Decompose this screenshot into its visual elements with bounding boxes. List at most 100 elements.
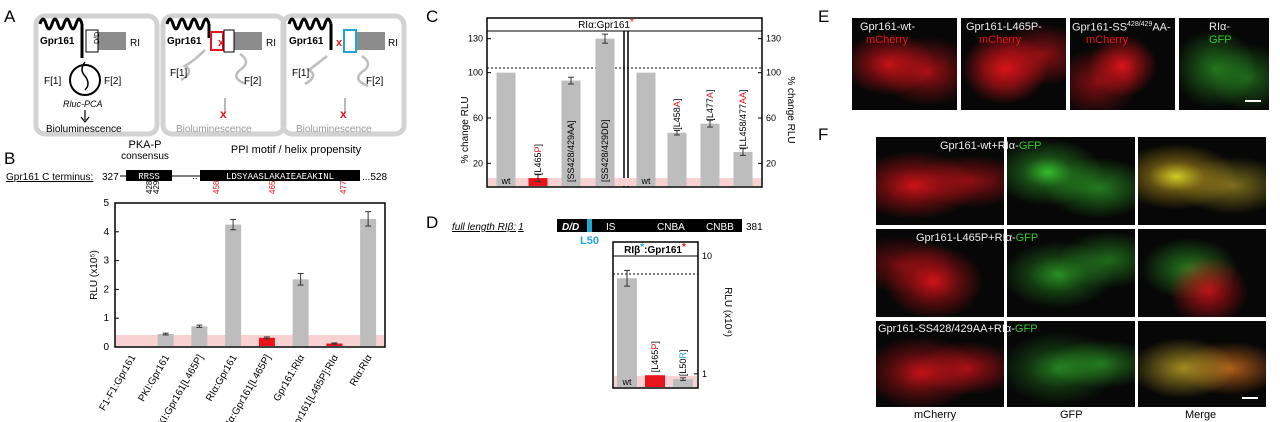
cterminus-start: 327	[102, 172, 119, 183]
chart-d-title: RIβ*:Gpr161*	[624, 242, 686, 256]
micrograph-e-ss428aa: Gpr161-SS428/429AA- mCherry	[1070, 18, 1175, 110]
f1-fragment	[304, 55, 328, 86]
panel-a-cells	[33, 13, 407, 137]
ri-box	[232, 32, 262, 50]
panel-label-b: B	[4, 149, 15, 168]
chart-b-ytick-label: 2	[103, 284, 109, 295]
chart-d-bar	[673, 379, 693, 387]
gfp-label: GFP	[1209, 34, 1232, 46]
chart-b-ytick-label: 3	[103, 256, 109, 267]
chart-b-bar	[225, 224, 242, 346]
chart-c-bar-label: [L465P]	[533, 144, 543, 175]
chart-b-yticks: 0 1 2 3 4 5	[103, 198, 119, 353]
chart-d-yticks: 1 10	[694, 251, 712, 379]
chart-b-xlabel: Gpr161:RIα	[272, 353, 308, 404]
micrograph-f-ss-gfp	[1007, 321, 1135, 407]
chart-c-ytick-label-right: 130	[766, 34, 781, 44]
panel-label-a: A	[4, 7, 16, 26]
gpr161-label: Gpr161	[167, 36, 202, 47]
ppi-seq: LDSYAASLAKAIEAEAKINL	[226, 172, 334, 182]
ppi-seq-box	[200, 170, 360, 181]
chart-b: RLU (x10⁵) 0 1 2 3 4 5 F1-F1:Gpr161PKI:Gpr161…	[89, 198, 386, 422]
chart-c-bar	[700, 123, 720, 186]
cell-box-3	[280, 13, 407, 137]
chart-c-bar	[528, 178, 548, 186]
chart-c-bar-label: wt	[641, 176, 651, 186]
row-label-wt: Gpr161-wt+RIα-GFP	[940, 140, 1042, 152]
panel-label-c: C	[426, 7, 438, 26]
chart-c-title: RIα:Gpr161*	[578, 17, 634, 31]
micrograph-f-ss-merge	[1138, 321, 1266, 407]
bioluminescence-label-3: Bioluminescence	[296, 124, 372, 135]
ribeta-domain-bar	[557, 219, 742, 232]
domain-cnbb: CNBB	[706, 222, 734, 233]
dd-box	[85, 29, 99, 53]
cross-mark: x	[218, 37, 225, 49]
chart-d-ylabel: RLU (x10⁴)	[722, 287, 733, 337]
chart-c-bar	[667, 132, 687, 186]
chart-c-bar-label: [SS428/429DD]	[600, 119, 610, 182]
f1-label: F[1]	[44, 76, 61, 87]
chart-b-xlabel: RIα:Gpr161	[204, 353, 240, 404]
chart-c-bar	[561, 80, 581, 186]
seq-dots: ..	[192, 171, 198, 182]
l50-marker	[587, 219, 592, 232]
ri-box	[357, 32, 385, 50]
pka-seq-box	[126, 170, 172, 181]
chart-c-bars: wt [L465P] [SS428/429AA] [SS428/429DD] wt [L4…	[496, 33, 753, 186]
schematic-l465p: Gpr161 x RI F[1] F[2] x Bioluminescence	[165, 17, 276, 135]
pka-seq: RRSS	[138, 172, 160, 182]
ri-label: RI	[388, 38, 398, 49]
chart-c-bar-label: [LL458/477AA]	[738, 89, 748, 149]
membrane-helices	[287, 17, 333, 31]
col-label-mcherry: mCherry	[914, 409, 957, 421]
micrograph-f-l465p-mcherry	[876, 229, 1004, 317]
cell-box-1	[33, 13, 160, 137]
pos-458: 458	[212, 180, 221, 194]
chart-b-ytick-label: 5	[103, 198, 109, 209]
f2-label: F[2]	[366, 76, 383, 87]
micrograph-f-wt-gfp	[1007, 137, 1135, 225]
micrograph-f-wt-mcherry	[876, 137, 1004, 225]
cross-mark: x	[336, 37, 343, 49]
gpr161-label: Gpr161	[40, 36, 75, 47]
rluc-circle	[69, 64, 101, 96]
scale-bar	[1245, 100, 1261, 102]
chart-d-ytick-label: 1	[702, 369, 707, 379]
micrograph-e-rialpha: RIα- GFP	[1179, 18, 1269, 110]
dd-box-blue	[343, 29, 357, 53]
chart-b-xlabel: RIα:RIα	[348, 353, 375, 388]
dd-label: D/D	[94, 32, 101, 44]
chart-b-bar	[326, 343, 343, 346]
f2-fragment	[356, 54, 370, 88]
domain-end: 381	[746, 222, 763, 233]
chart-c-bar-label: [SS428/429AA]	[566, 120, 576, 182]
pos-477: 477	[339, 180, 348, 194]
chart-b-bar	[157, 334, 174, 346]
f1-fragment	[180, 49, 206, 82]
arrow-1-head	[80, 116, 90, 123]
domain-dd: D/D	[562, 222, 579, 233]
chart-b-bar	[258, 337, 275, 346]
chart-c-bar-label: [L458A]	[672, 99, 682, 130]
micrograph-f-ss-mcherry	[876, 321, 1004, 407]
chart-d-bar	[645, 375, 665, 387]
pos-465: 465	[268, 180, 277, 194]
cterminus-end: ...528	[362, 172, 387, 183]
chart-c-yticks: 20 20 60 60 100 100 130 130	[468, 34, 781, 169]
bioluminescence-label-1: Bioluminescence	[46, 124, 122, 135]
chart-d-bar-label: [L50R]	[678, 350, 688, 377]
f1-label: F[1]	[292, 68, 309, 79]
chart-b-frame	[114, 202, 386, 348]
ri-label: RI	[130, 38, 140, 49]
chart-c-ytick-label-right: 100	[766, 68, 781, 78]
rluc-link	[81, 61, 89, 91]
mutant-highlight	[210, 31, 224, 51]
f1-label: F[1]	[170, 68, 187, 79]
panel-label-f: F	[818, 125, 828, 144]
pos-429: 429	[152, 180, 161, 194]
mcherry-label: mCherry	[979, 34, 1022, 46]
micrograph-e-l465p: Gpr161-L465P- mCherry	[961, 18, 1066, 110]
chart-c-ytick-label-right: 60	[766, 113, 776, 123]
